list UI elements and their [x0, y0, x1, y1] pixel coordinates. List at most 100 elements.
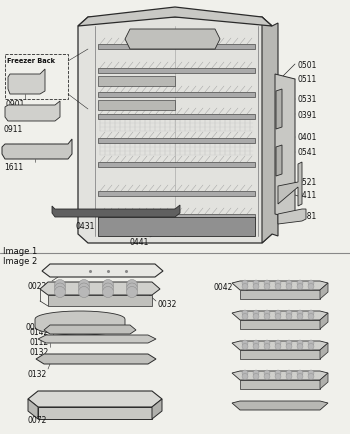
Polygon shape: [232, 401, 328, 410]
Polygon shape: [278, 210, 306, 224]
Text: 0042: 0042: [213, 283, 232, 291]
Polygon shape: [48, 295, 152, 306]
Polygon shape: [8, 70, 45, 95]
Text: 0132: 0132: [30, 347, 49, 356]
Polygon shape: [95, 27, 258, 237]
Polygon shape: [240, 380, 320, 389]
Text: 0501: 0501: [297, 60, 316, 69]
Polygon shape: [98, 77, 175, 87]
Circle shape: [253, 280, 259, 286]
Circle shape: [253, 314, 259, 320]
Polygon shape: [278, 163, 302, 207]
Text: 0901: 0901: [6, 100, 25, 109]
Text: 0112: 0112: [30, 337, 49, 346]
Circle shape: [253, 370, 259, 376]
Circle shape: [286, 370, 292, 376]
Circle shape: [275, 340, 281, 346]
Circle shape: [286, 344, 292, 350]
Circle shape: [275, 344, 281, 350]
Polygon shape: [276, 146, 282, 177]
Circle shape: [264, 284, 270, 290]
Polygon shape: [232, 281, 328, 290]
Circle shape: [308, 280, 314, 286]
Circle shape: [103, 287, 113, 298]
Polygon shape: [28, 399, 38, 419]
Polygon shape: [35, 311, 125, 335]
Polygon shape: [276, 90, 282, 130]
Polygon shape: [44, 325, 136, 334]
Circle shape: [78, 283, 90, 294]
Circle shape: [286, 340, 292, 346]
Circle shape: [286, 374, 292, 380]
Circle shape: [253, 340, 259, 346]
Circle shape: [275, 284, 281, 290]
Text: 0391: 0391: [297, 110, 316, 119]
Polygon shape: [2, 140, 72, 160]
Polygon shape: [240, 290, 320, 299]
Circle shape: [308, 314, 314, 320]
Polygon shape: [232, 311, 328, 320]
Polygon shape: [240, 350, 320, 359]
Polygon shape: [320, 343, 328, 359]
Circle shape: [308, 310, 314, 316]
Text: 0431: 0431: [75, 221, 94, 230]
Circle shape: [126, 287, 138, 298]
Polygon shape: [98, 139, 255, 144]
Circle shape: [242, 374, 248, 380]
Polygon shape: [36, 354, 156, 364]
Text: Image 1: Image 1: [3, 247, 37, 256]
Polygon shape: [42, 264, 163, 277]
Polygon shape: [262, 18, 278, 243]
Circle shape: [297, 370, 303, 376]
Polygon shape: [98, 217, 255, 237]
Circle shape: [253, 344, 259, 350]
Text: 0521: 0521: [297, 178, 316, 187]
Polygon shape: [232, 371, 328, 380]
Polygon shape: [152, 399, 162, 419]
Circle shape: [286, 284, 292, 290]
Circle shape: [264, 370, 270, 376]
Circle shape: [286, 314, 292, 320]
Circle shape: [55, 280, 65, 291]
Polygon shape: [320, 283, 328, 299]
Text: 0072: 0072: [28, 415, 47, 424]
Circle shape: [308, 370, 314, 376]
Circle shape: [308, 340, 314, 346]
Circle shape: [242, 314, 248, 320]
Polygon shape: [98, 45, 255, 50]
Text: 1611: 1611: [4, 163, 23, 171]
Circle shape: [275, 370, 281, 376]
Circle shape: [103, 283, 113, 294]
Polygon shape: [275, 75, 295, 220]
Circle shape: [242, 310, 248, 316]
Polygon shape: [320, 373, 328, 389]
Polygon shape: [98, 93, 255, 98]
Polygon shape: [98, 115, 255, 120]
Text: 0911: 0911: [4, 125, 23, 134]
Circle shape: [126, 283, 138, 294]
Circle shape: [297, 284, 303, 290]
Text: 0511: 0511: [297, 76, 316, 84]
Polygon shape: [320, 313, 328, 329]
Polygon shape: [240, 320, 320, 329]
Circle shape: [242, 344, 248, 350]
Polygon shape: [98, 69, 255, 74]
Text: 0411: 0411: [297, 191, 316, 200]
Polygon shape: [98, 101, 175, 111]
Circle shape: [242, 370, 248, 376]
Text: 0032: 0032: [158, 299, 177, 308]
Polygon shape: [232, 341, 328, 350]
Circle shape: [264, 340, 270, 346]
Circle shape: [264, 314, 270, 320]
Circle shape: [297, 280, 303, 286]
Circle shape: [275, 374, 281, 380]
Circle shape: [253, 310, 259, 316]
Circle shape: [264, 374, 270, 380]
Text: 0022: 0022: [28, 281, 47, 290]
Circle shape: [55, 287, 65, 298]
Circle shape: [275, 310, 281, 316]
Circle shape: [308, 344, 314, 350]
Circle shape: [264, 280, 270, 286]
Polygon shape: [98, 163, 255, 168]
Circle shape: [297, 310, 303, 316]
